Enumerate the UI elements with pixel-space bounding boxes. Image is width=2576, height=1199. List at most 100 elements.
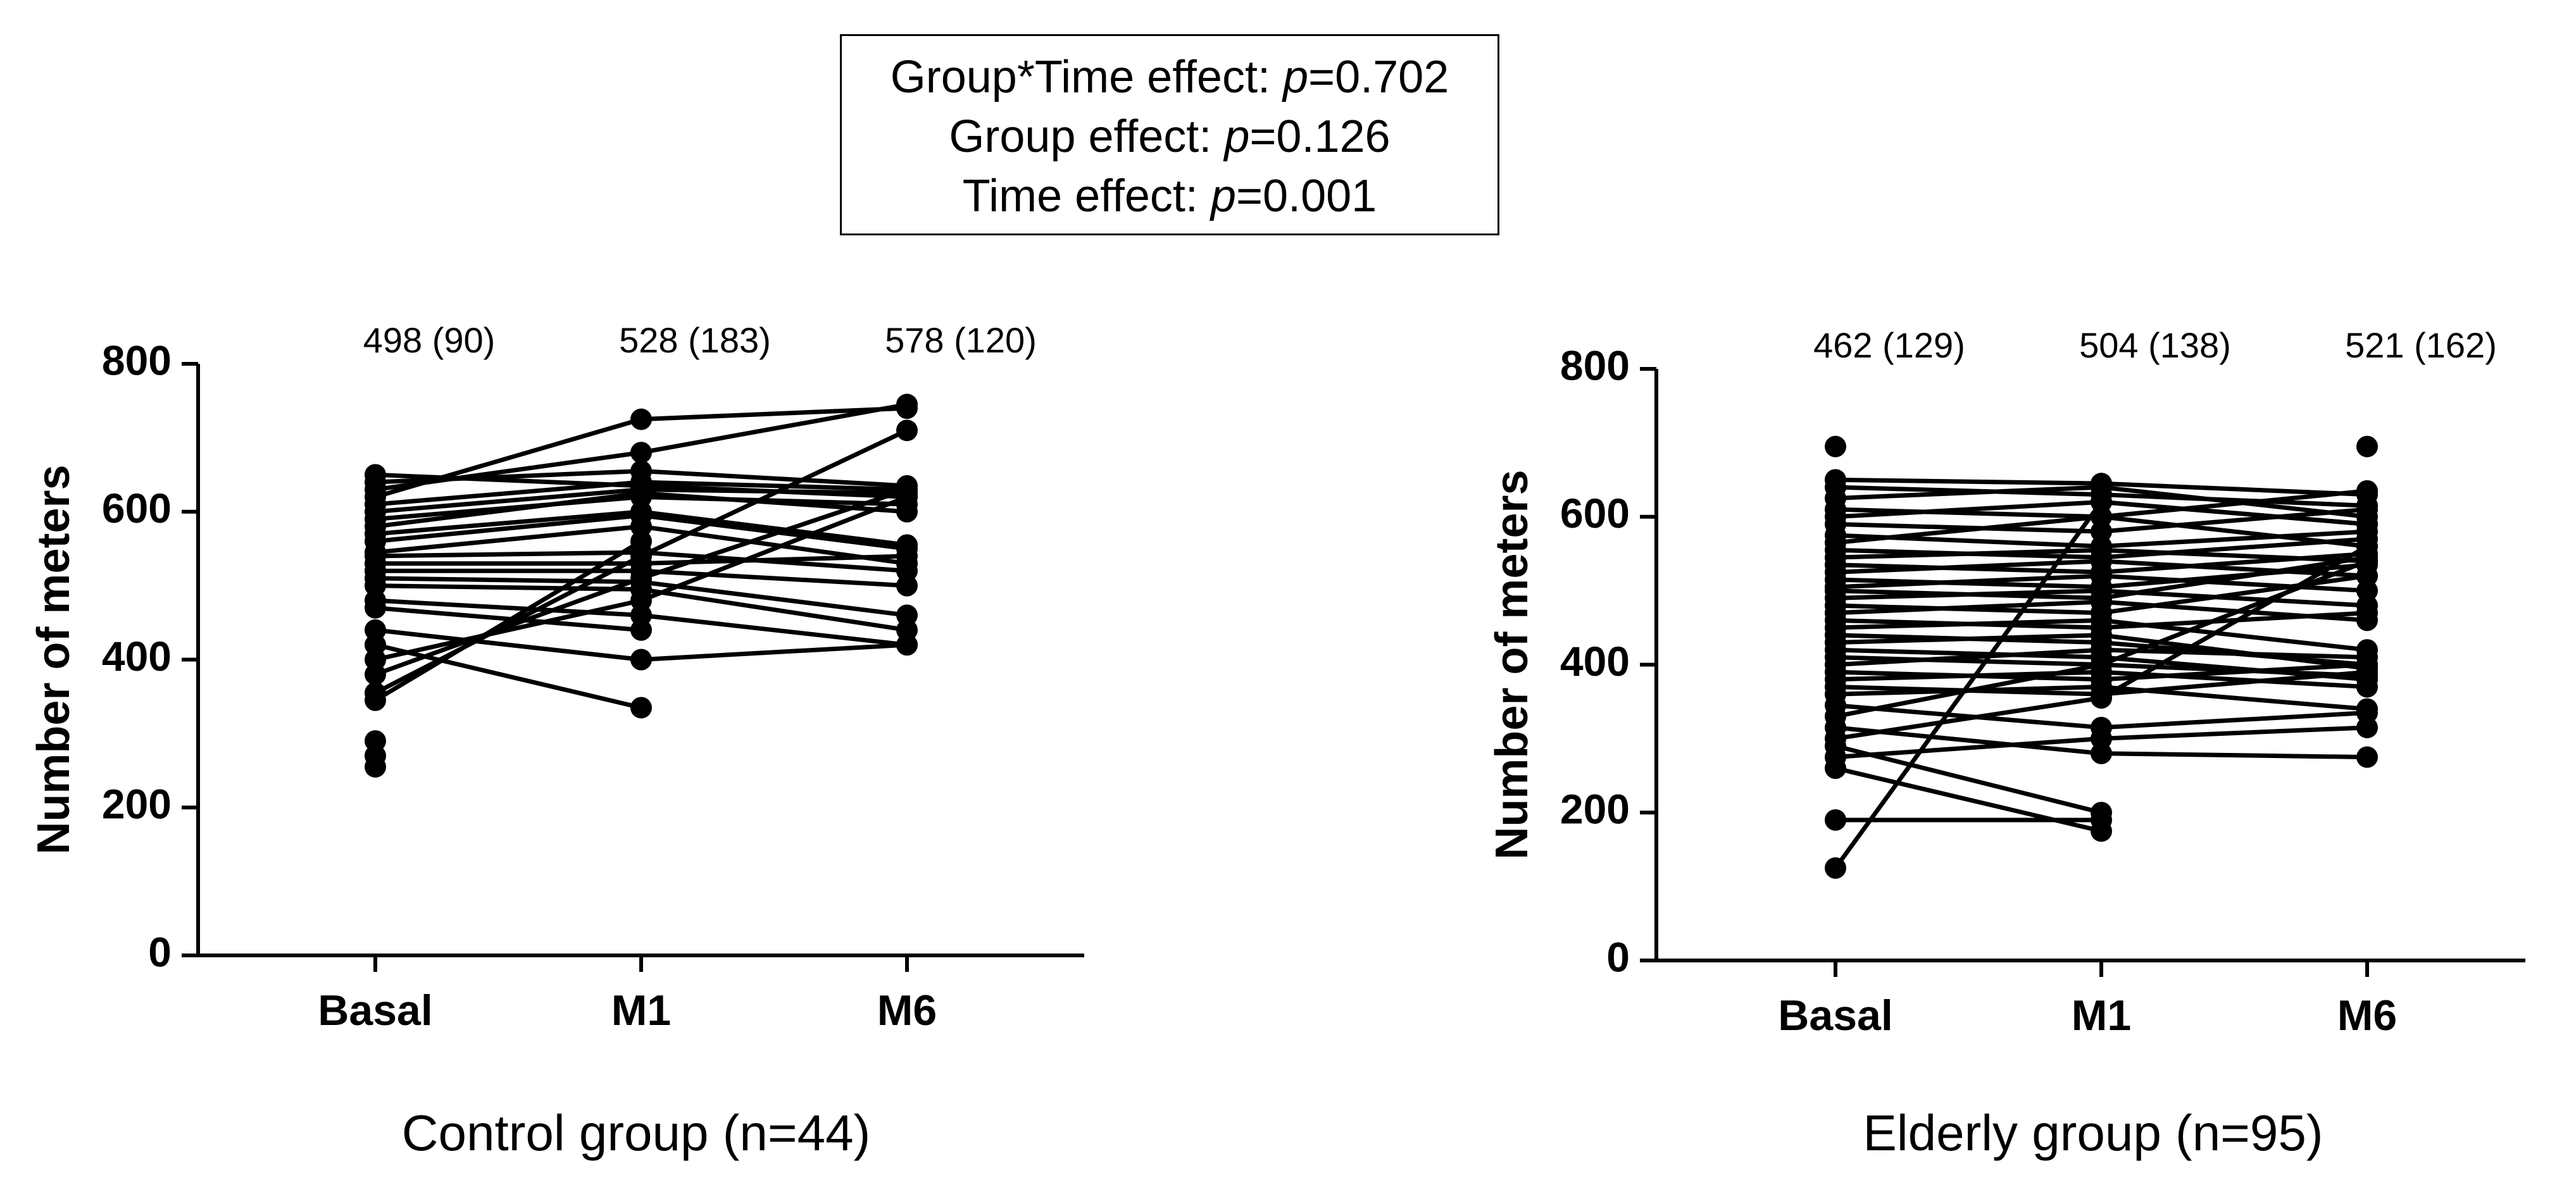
x-tick-label-m1: M1	[611, 986, 671, 1034]
series-line	[373, 524, 644, 555]
data-point	[2091, 654, 2112, 676]
data-point	[2356, 550, 2378, 572]
control-data-points	[365, 394, 918, 778]
summary-label-m1: 504 (138)	[2079, 325, 2231, 365]
series-line	[639, 406, 910, 422]
series-line	[1833, 618, 2104, 630]
series-line	[639, 487, 910, 581]
series-line	[2099, 618, 2370, 652]
x-tick-label-m6: M6	[877, 986, 937, 1034]
series-line	[639, 580, 910, 618]
series-line	[1833, 547, 2104, 560]
data-point	[2356, 435, 2378, 457]
y-tick-label: 600	[102, 485, 172, 531]
series-line	[1833, 514, 2104, 545]
y-tick-label: 800	[102, 337, 172, 383]
data-point	[2091, 639, 2112, 661]
data-point	[2356, 661, 2378, 683]
series-line	[373, 480, 644, 507]
data-point	[2091, 476, 2112, 498]
series-line	[639, 468, 910, 488]
data-point	[2091, 591, 2112, 613]
x-tick-label-m1: M1	[2072, 991, 2131, 1040]
data-point	[630, 604, 652, 626]
series-line	[639, 509, 910, 547]
series-line	[2099, 507, 2370, 534]
data-point	[630, 649, 652, 671]
data-point	[2091, 491, 2112, 513]
chart-title: Elderly group (n=95)	[1863, 1105, 2323, 1161]
data-point	[365, 597, 386, 619]
series-line	[373, 628, 644, 662]
series-line	[373, 491, 644, 529]
series-line	[1833, 599, 2104, 616]
series-line	[1833, 499, 2104, 519]
data-point	[2091, 809, 2112, 831]
control-series-lines	[373, 402, 910, 710]
elderly-text-labels: Number of meters Basal M1 M6 462 (129) 5…	[1487, 325, 2497, 1161]
series-line	[1833, 655, 2104, 667]
series-line	[2099, 537, 2370, 560]
chart-title: Control group (n=44)	[402, 1105, 870, 1161]
series-line	[1833, 485, 2104, 501]
data-point	[1825, 809, 1846, 831]
y-tick-label: 400	[102, 633, 172, 680]
data-point	[2091, 728, 2112, 750]
x-tick-label-basal: Basal	[1778, 991, 1892, 1040]
data-point	[365, 730, 386, 752]
data-point	[1825, 435, 1846, 457]
series-line	[1833, 662, 2104, 719]
data-point	[2356, 513, 2378, 535]
series-line	[2099, 647, 2370, 660]
elderly-group-chart: Number of meters Basal M1 M6 462 (129) 5…	[1487, 325, 2525, 1161]
data-point	[2356, 499, 2378, 521]
data-point	[896, 619, 918, 641]
series-line	[639, 642, 910, 662]
series-line	[639, 428, 910, 559]
data-point	[2091, 521, 2112, 543]
control-axes	[182, 362, 1084, 972]
data-point	[365, 575, 386, 597]
series-line	[1833, 477, 2104, 486]
y-tick-label: 400	[1560, 638, 1630, 685]
data-point	[2356, 716, 2378, 738]
summary-label-m6: 521 (162)	[2345, 325, 2497, 365]
data-point	[630, 590, 652, 611]
series-line	[1833, 507, 2104, 519]
series-line	[2099, 499, 2370, 526]
series-line	[373, 487, 644, 514]
summary-label-basal: 462 (129)	[1813, 325, 1965, 365]
series-line	[1833, 633, 2104, 645]
series-line	[373, 539, 644, 703]
data-point	[896, 604, 918, 626]
series-line	[373, 417, 644, 499]
series-line	[373, 468, 644, 485]
data-point	[2356, 746, 2378, 768]
data-point	[2091, 565, 2112, 587]
summary-label-m6: 578 (120)	[885, 320, 1037, 360]
data-point	[630, 408, 652, 430]
series-line	[639, 480, 910, 492]
data-point	[2091, 506, 2112, 528]
series-line	[373, 554, 644, 695]
data-point	[2356, 580, 2378, 602]
y-tick-label: 0	[148, 928, 172, 975]
series-line	[2099, 551, 2370, 575]
series-line	[2099, 529, 2370, 549]
stat-time: Time effect: p=0.001	[962, 171, 1377, 221]
series-line	[2099, 725, 2370, 741]
series-line	[2099, 685, 2370, 712]
elderly-data-points	[1825, 435, 2378, 879]
data-point	[2356, 702, 2378, 724]
series-line	[1833, 647, 2104, 660]
series-line	[373, 642, 644, 710]
series-line	[1833, 647, 2104, 667]
series-line	[639, 612, 910, 647]
x-tick-label-m6: M6	[2337, 991, 2397, 1040]
series-line	[373, 598, 644, 662]
y-tick-label: 800	[1560, 342, 1630, 388]
data-point	[630, 530, 652, 552]
data-point	[2356, 676, 2378, 698]
series-line	[2099, 488, 2370, 519]
